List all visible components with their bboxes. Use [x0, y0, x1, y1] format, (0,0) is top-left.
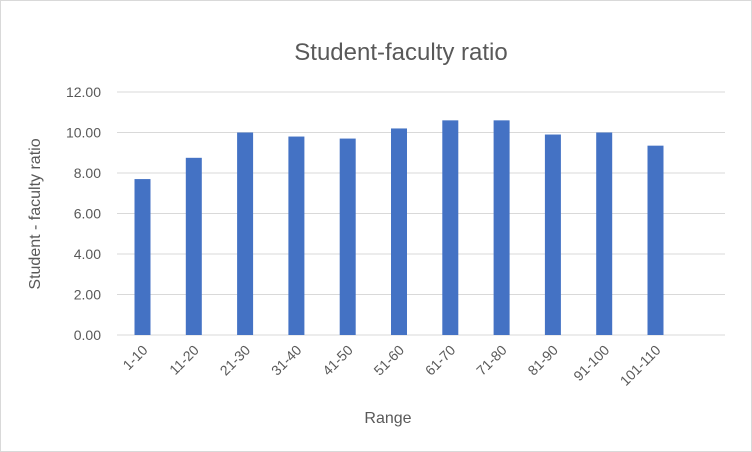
- bar-31-40: [288, 136, 305, 335]
- bars: [134, 120, 664, 335]
- y-tick-label: 12.00: [66, 84, 101, 100]
- bar-51-60: [391, 128, 407, 335]
- y-tick-label: 4.00: [74, 246, 101, 262]
- chart-title: Student-faculty ratio: [294, 39, 507, 66]
- bar-91-100: [596, 132, 613, 335]
- bar-101-110: [647, 145, 664, 335]
- x-tick-label: 21-30: [217, 342, 254, 379]
- x-tick-label: 101-110: [617, 342, 664, 389]
- x-tick-label: 71-80: [473, 342, 510, 379]
- x-tick-label: 61-70: [422, 342, 459, 379]
- y-tick-label: 10.00: [66, 125, 101, 141]
- x-tick-label: 11-20: [166, 342, 202, 378]
- gridlines: [117, 91, 725, 336]
- x-tick-label: 81-90: [524, 342, 561, 379]
- y-axis-ticks: 0.00 2.00 4.00 6.00 8.00 10.00 12.00: [66, 84, 101, 343]
- bar-21-30: [237, 132, 254, 335]
- bar-81-90: [544, 134, 561, 335]
- bar-11-20: [185, 157, 202, 335]
- bar-61-70: [442, 120, 459, 335]
- x-tick-label: 1-10: [119, 342, 150, 373]
- y-tick-label: 2.00: [74, 287, 101, 303]
- x-axis-ticks: 1-10 11-20 21-30 31-40 41-50 51-60 61-70 71-80 8…: [119, 342, 663, 389]
- y-tick-label: 8.00: [74, 165, 101, 181]
- bar-71-80: [493, 120, 510, 335]
- y-tick-label: 6.00: [74, 206, 101, 222]
- y-tick-label: 0.00: [74, 327, 101, 343]
- x-tick-label: 31-40: [268, 342, 305, 379]
- bar-1-10: [134, 179, 151, 335]
- x-axis-label: Range: [364, 410, 411, 427]
- x-tick-label: 51-60: [370, 342, 407, 379]
- bar-41-50: [339, 138, 356, 335]
- y-axis-label: Student - faculty ratio: [27, 138, 44, 289]
- x-tick-label: 91-100: [570, 342, 612, 384]
- x-tick-label: 41-50: [319, 342, 356, 379]
